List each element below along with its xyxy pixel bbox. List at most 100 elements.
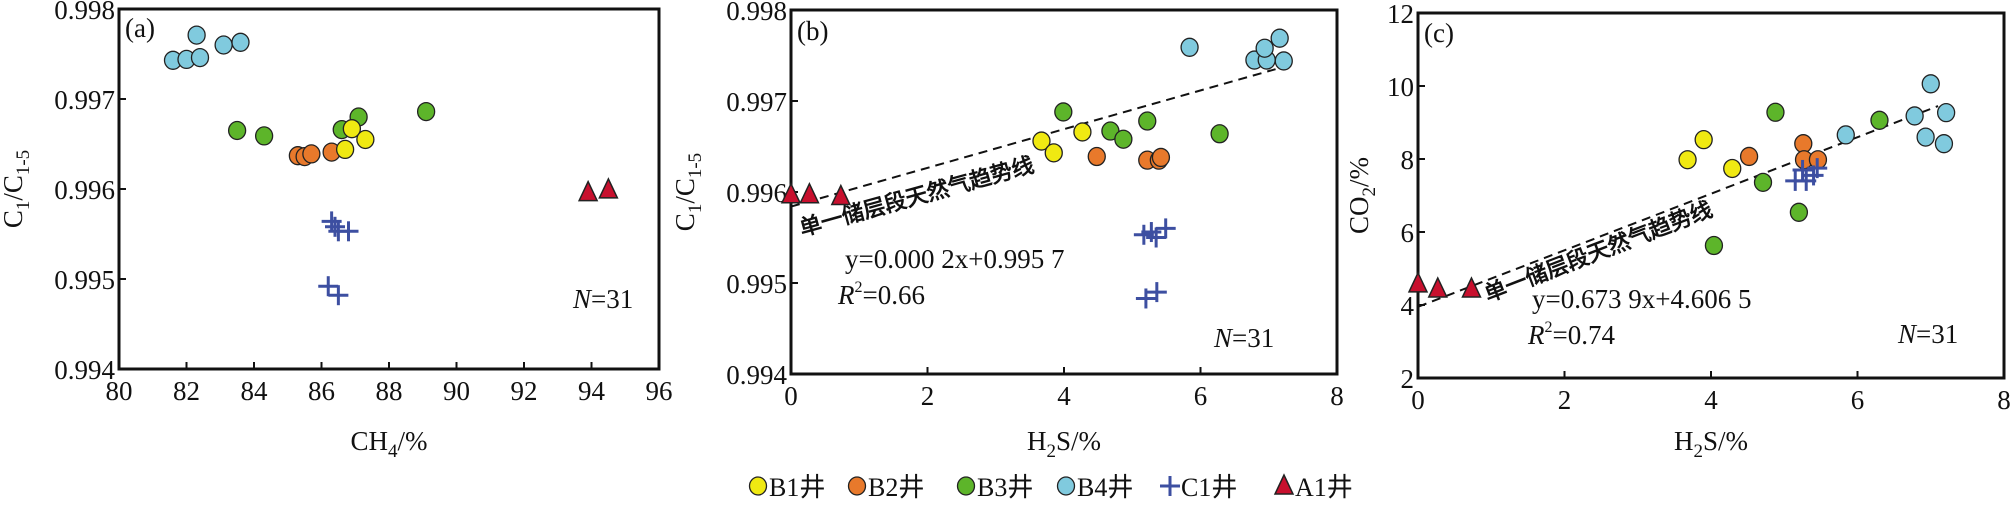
- data-point-B3: [1753, 172, 1773, 193]
- legend-marker-B3: [956, 476, 976, 496]
- data-point-A1: [780, 181, 802, 204]
- data-point-C1: [1146, 282, 1167, 303]
- x-tick-label: 0: [784, 381, 798, 411]
- series-B4: [163, 25, 250, 70]
- data-point-A1: [799, 181, 820, 204]
- data-point-B4: [1836, 125, 1855, 145]
- y-tick-label: 0.997: [726, 87, 787, 117]
- data-point-C1: [1155, 218, 1176, 239]
- x-tick-label: 94: [578, 376, 606, 406]
- series-C1: [1133, 218, 1176, 309]
- data-point-C1: [1807, 158, 1828, 179]
- x-tick-label: 82: [173, 376, 200, 406]
- y-tick-label: 0.994: [54, 355, 115, 385]
- x-tick-label: 0: [1411, 385, 1425, 415]
- legend-item-B3: B3井: [956, 473, 1033, 502]
- data-point-B4: [231, 32, 250, 52]
- label-part: H: [1027, 426, 1047, 456]
- data-point-B1: [1032, 131, 1051, 151]
- panel-b: 0 2 4 6 80.9940.9950.9960.9970.998H2S/%C1/C1…: [670, 0, 1344, 462]
- subscript: 2: [1693, 441, 1703, 462]
- series-C1: [1785, 158, 1828, 191]
- y-tick-label: 12: [1387, 0, 1414, 29]
- y-axis-label: CO2/%: [1344, 157, 1380, 234]
- panel-label: (b): [797, 16, 828, 46]
- data-point-C1: [1146, 227, 1167, 248]
- sample-count: N=31: [1897, 319, 1958, 349]
- regression-equation: y=0.000 2x+0.995 7: [845, 244, 1064, 274]
- n-value: =31: [1916, 319, 1958, 349]
- legend-label: C1井: [1181, 473, 1237, 502]
- r-symbol: R: [837, 280, 855, 310]
- y-tick-label: 0.996: [54, 175, 115, 205]
- data-point-C1: [338, 221, 359, 242]
- data-point-B3: [1054, 102, 1073, 122]
- x-tick-label: 2: [921, 381, 935, 411]
- trend-line: [1417, 105, 1939, 308]
- legend-label: B2井: [868, 473, 924, 502]
- x-axis-label: H2S/%: [1674, 426, 1748, 462]
- y-tick-label: 6: [1401, 218, 1415, 248]
- data-point-B3: [1138, 111, 1157, 131]
- r-superscript: 2: [855, 279, 863, 296]
- label-part: H: [1674, 426, 1694, 456]
- legend-marker-B1: [748, 476, 768, 496]
- x-tick-label: 84: [241, 376, 269, 406]
- data-point-B4: [1270, 28, 1289, 48]
- subscript: 4: [388, 441, 398, 462]
- x-tick-label: 92: [511, 376, 538, 406]
- subscript: 1: [13, 201, 34, 211]
- series-C1: [318, 211, 359, 306]
- data-point-B1: [356, 129, 375, 150]
- data-point-B3: [254, 126, 274, 146]
- x-tick-label: 86: [308, 376, 335, 406]
- x-axis-label: H2S/%: [1027, 426, 1101, 462]
- data-point-B1: [1723, 158, 1742, 179]
- data-point-C1: [1141, 222, 1162, 243]
- label-part: CH: [350, 426, 388, 456]
- label-part: CO: [1344, 196, 1374, 234]
- x-tick-label: 8: [1330, 381, 1344, 411]
- data-point-A1: [598, 177, 619, 199]
- legend-label: B1井: [769, 473, 825, 502]
- legend-item-B2: B2井: [847, 473, 924, 502]
- x-tick-label: 2: [1558, 385, 1572, 415]
- x-tick-label: 80: [106, 376, 133, 406]
- series-B2: [1739, 134, 1828, 170]
- y-tick-label: 0.996: [726, 178, 787, 208]
- legend-item-C1: C1井: [1160, 473, 1237, 502]
- x-tick-label: 6: [1851, 385, 1865, 415]
- subscript: 1: [685, 204, 706, 214]
- data-point-B1: [1678, 150, 1697, 170]
- x-tick-label: 96: [646, 376, 673, 406]
- data-point-B3: [1870, 110, 1889, 130]
- series-B1: [335, 119, 375, 160]
- data-point-B3: [416, 101, 436, 122]
- sample-count: N=31: [572, 284, 633, 314]
- y-tick-label: 0.994: [726, 360, 787, 390]
- series-B3: [227, 101, 436, 146]
- trend-line: [790, 68, 1276, 208]
- label-part: /%: [1344, 157, 1374, 187]
- y-axis-label: C1/C1-5: [670, 153, 706, 231]
- y-tick-label: 0.998: [726, 0, 787, 26]
- data-point-C1: [325, 216, 345, 237]
- y-tick-label: 0.995: [726, 269, 787, 299]
- label-part: C: [0, 210, 28, 228]
- series-B2: [288, 142, 341, 167]
- n-symbol: N: [1897, 319, 1918, 349]
- series-B3: [1054, 102, 1229, 149]
- data-point-B4: [1916, 127, 1935, 147]
- series-A1: [1407, 271, 1482, 298]
- y-tick-label: 0.995: [54, 265, 115, 295]
- label-part: C: [670, 213, 700, 231]
- series-B4: [1836, 74, 1956, 154]
- label-part: /C: [0, 175, 28, 201]
- sample-count: N=31: [1213, 323, 1274, 353]
- data-point-A1: [1427, 276, 1448, 298]
- data-point-B2: [1739, 146, 1759, 167]
- legend-item-B1: B1井: [748, 473, 825, 502]
- y-tick-label: 8: [1401, 145, 1415, 175]
- data-point-B1: [342, 119, 362, 139]
